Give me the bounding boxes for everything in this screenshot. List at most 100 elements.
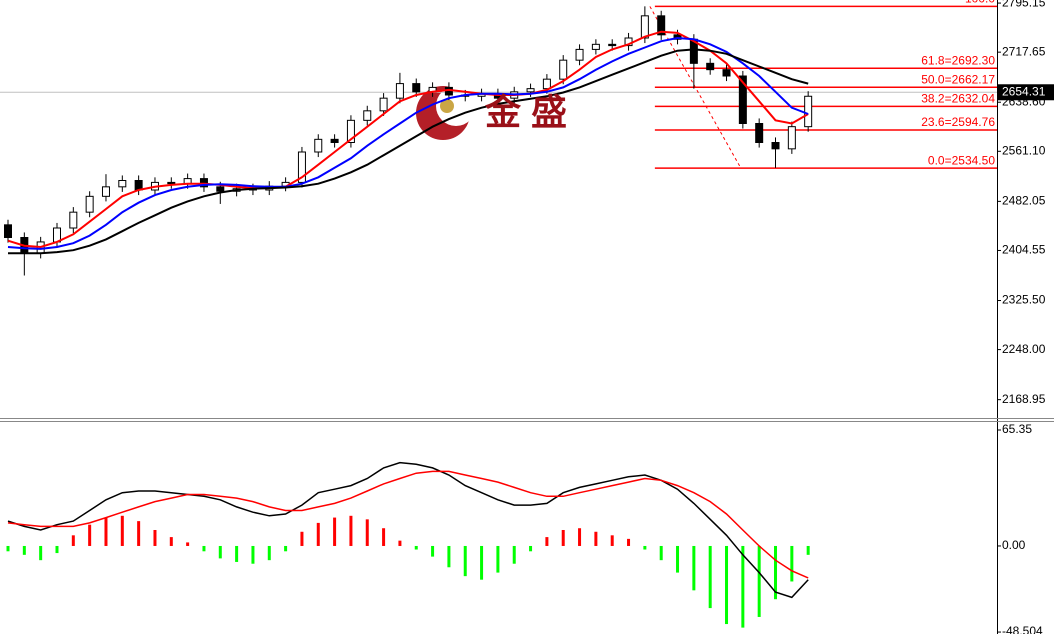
histogram-bar	[39, 545, 43, 561]
candle-body	[363, 110, 372, 121]
fib-label: 100.0	[965, 0, 995, 6]
histogram-bar	[22, 545, 26, 555]
histogram-bar	[120, 515, 124, 546]
histogram-bar	[757, 545, 761, 617]
histogram-bar	[235, 545, 239, 562]
histogram-bar	[333, 517, 337, 546]
histogram-bar	[806, 545, 810, 555]
candle-body	[804, 95, 813, 128]
y-tick-label: 2482.05	[1002, 194, 1046, 208]
candle-body	[575, 48, 584, 61]
histogram-bar	[431, 545, 435, 557]
histogram-bar	[398, 540, 402, 546]
y-tick-label: 2168.95	[1002, 392, 1046, 406]
histogram-bar	[316, 522, 320, 546]
candle-body	[526, 88, 535, 93]
candle-body	[755, 123, 764, 143]
candle-body	[542, 78, 551, 90]
histogram-bar	[496, 545, 500, 573]
histogram-bar	[692, 545, 696, 591]
watermark: 金 盛	[484, 92, 567, 133]
histogram-bar	[480, 545, 484, 580]
candle-body	[216, 186, 225, 192]
fib-label: 0.0=2534.50	[928, 153, 995, 167]
histogram-bar	[284, 545, 288, 552]
histogram-bar	[594, 531, 598, 546]
fib-label: 38.2=2632.04	[921, 92, 995, 106]
candle-body	[297, 151, 306, 183]
histogram-bar	[561, 529, 565, 546]
histogram-bar	[300, 531, 304, 546]
histogram-bar	[774, 545, 778, 600]
histogram-bar	[251, 545, 255, 564]
candle-body	[738, 75, 747, 124]
histogram-bar	[153, 529, 157, 546]
candle-body	[412, 83, 421, 93]
histogram-bar	[529, 545, 533, 552]
moving-average	[8, 48, 809, 255]
histogram-bar	[578, 528, 582, 546]
macd-line	[7, 470, 809, 579]
candle-body	[314, 138, 323, 153]
y-tick-label: 0.00	[1002, 538, 1026, 552]
y-tick-label: -48.504	[1002, 624, 1043, 634]
macd-line	[7, 461, 809, 599]
histogram-bar	[659, 545, 663, 561]
y-tick-label: 65.35	[1002, 422, 1032, 436]
histogram-bar	[382, 528, 386, 546]
moving-average	[7, 36, 809, 250]
candle-body	[346, 119, 355, 144]
histogram-bar	[447, 545, 451, 568]
histogram-bar	[463, 545, 467, 577]
histogram-bar	[218, 545, 222, 559]
histogram-bar	[88, 524, 92, 546]
histogram-bar	[414, 545, 418, 550]
moving-average	[7, 30, 809, 249]
candle-body	[4, 224, 12, 238]
histogram-bar	[708, 545, 712, 609]
candle-body	[330, 138, 339, 143]
last-price-label: 2654.31	[1002, 84, 1046, 98]
y-tick-label: 2248.00	[1002, 342, 1046, 356]
y-tick-label: 2717.65	[1002, 44, 1046, 58]
y-tick-label: 2795.15	[1002, 0, 1046, 9]
fib-label: 50.0=2662.17	[921, 72, 995, 86]
histogram-bar	[267, 545, 271, 561]
candle-body	[118, 180, 127, 188]
last-price-box	[998, 84, 1054, 101]
candle-body	[379, 97, 388, 112]
histogram-bar	[610, 535, 614, 546]
histogram-bar	[186, 542, 190, 546]
candle-body	[657, 15, 666, 36]
histogram-bar	[55, 545, 59, 554]
histogram-bar	[545, 537, 549, 546]
candle-body	[706, 62, 715, 71]
candle-body	[167, 181, 176, 185]
histogram-bar	[627, 538, 631, 546]
candle-body	[559, 59, 568, 80]
candle-body	[787, 126, 796, 150]
histogram-bar	[104, 517, 108, 546]
histogram-bar	[676, 545, 680, 573]
y-tick-label: 2561.10	[1002, 143, 1046, 157]
candle-body	[444, 86, 453, 96]
candle-body	[640, 15, 649, 39]
candle-body	[591, 43, 600, 50]
candle-body	[69, 211, 78, 229]
histogram-bar	[725, 545, 729, 625]
candle-body	[395, 83, 404, 99]
candle-body	[608, 43, 617, 47]
histogram-bar	[6, 545, 10, 552]
histogram-bar	[202, 545, 206, 552]
y-tick-label: 2404.55	[1002, 243, 1046, 257]
fib-label: 23.6=2594.76	[921, 115, 995, 129]
histogram-bar	[790, 545, 794, 582]
y-tick-label: 2325.50	[1002, 293, 1046, 307]
histogram-bar	[512, 545, 516, 564]
candle-body	[771, 142, 780, 150]
logo-dot	[440, 99, 454, 113]
candle-body	[101, 186, 110, 197]
histogram-bar	[137, 521, 141, 546]
